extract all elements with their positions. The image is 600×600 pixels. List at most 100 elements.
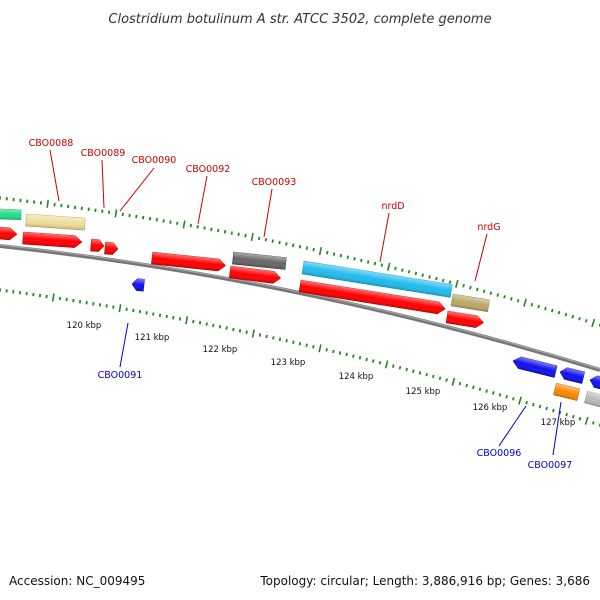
minor-tick: [25, 291, 28, 296]
minor-tick: [326, 250, 329, 255]
gene-arrow-blue[interactable]: [588, 374, 600, 392]
minor-tick: [445, 378, 448, 382]
kbp-label: 120 kbp: [67, 321, 102, 331]
gene-arrow-red[interactable]: [445, 310, 484, 329]
minor-tick: [285, 339, 288, 343]
minor-tick: [482, 289, 486, 294]
gene-feature-lightgray[interactable]: [584, 390, 600, 409]
gene-label-CBO0092[interactable]: CBO0092: [186, 164, 231, 175]
leader-line: [197, 175, 208, 225]
minor-tick: [245, 330, 248, 334]
minor-tick: [585, 319, 588, 323]
minor-tick: [53, 202, 56, 207]
minor-tick: [264, 238, 268, 242]
gene-arrow-red[interactable]: [104, 241, 119, 255]
gene-label-CBO0091[interactable]: CBO0091: [98, 370, 143, 381]
gene-arrow-blue-CBO0096[interactable]: [512, 355, 558, 378]
minor-tick: [223, 230, 227, 234]
minor-tick: [366, 260, 370, 264]
gene-arrow-red[interactable]: [22, 231, 83, 248]
minor-tick: [550, 308, 554, 313]
gene-arrow-blue-CBO0091[interactable]: [131, 278, 145, 292]
minor-tick: [325, 348, 328, 352]
minor-tick: [92, 302, 95, 306]
minor-tick: [544, 306, 547, 311]
minor-tick: [205, 322, 208, 326]
outer-tick-track: [0, 196, 600, 327]
minor-tick: [505, 394, 508, 399]
leader-line: [101, 159, 105, 209]
kbp-label: 126 kbp: [473, 403, 508, 413]
gene-arrow-blue[interactable]: [559, 366, 586, 384]
gene-label-CBO0096[interactable]: CBO0096: [477, 448, 522, 459]
minor-tick: [503, 295, 506, 299]
gene-label-nrdD[interactable]: nrdD: [381, 201, 404, 212]
minor-tick: [45, 294, 48, 299]
minor-tick: [225, 326, 228, 330]
minor-tick: [557, 310, 561, 315]
minor-tick: [65, 297, 68, 302]
gene-label-CBO0093[interactable]: CBO0093: [252, 177, 297, 188]
major-tick: [518, 396, 522, 405]
gene-feature-nrdD-cyan[interactable]: [301, 260, 453, 298]
gene-label-CBO0089[interactable]: CBO0089: [81, 148, 126, 159]
major-tick: [584, 416, 589, 425]
minor-tick: [258, 333, 262, 337]
minor-tick: [572, 414, 575, 419]
minor-tick: [394, 266, 397, 271]
minor-tick: [244, 233, 247, 238]
major-tick: [118, 304, 122, 313]
minor-tick: [169, 220, 172, 224]
major-tick: [386, 262, 391, 271]
leader-line: [119, 322, 129, 368]
gene-arrow-red[interactable]: [228, 265, 282, 284]
minor-tick: [271, 239, 274, 243]
minor-tick: [352, 354, 355, 358]
genome-backbone-highlight: [0, 244, 600, 370]
major-tick: [250, 232, 254, 242]
gene-label-CBO0097[interactable]: CBO0097: [528, 460, 573, 471]
kbp-label: 121 kbp: [135, 333, 170, 343]
minor-tick: [138, 309, 142, 314]
kbp-label: 125 kbp: [406, 387, 441, 397]
gene-feature-green[interactable]: [0, 208, 22, 220]
minor-tick: [498, 393, 502, 397]
minor-tick: [203, 226, 206, 230]
gene-arrow-red[interactable]: [90, 238, 105, 252]
kbp-label: 124 kbp: [339, 372, 374, 382]
minor-tick: [485, 389, 488, 393]
minor-tick: [98, 303, 102, 307]
minor-tick: [380, 263, 384, 267]
gene-arrow-red[interactable]: [0, 226, 18, 241]
minor-tick: [489, 291, 493, 295]
minor-tick: [198, 321, 202, 325]
minor-tick: [492, 391, 495, 395]
gene-feature-yellow[interactable]: [25, 213, 86, 231]
minor-tick: [469, 285, 472, 290]
minor-tick: [218, 325, 222, 329]
minor-tick: [132, 308, 135, 313]
minor-tick: [360, 258, 363, 263]
minor-tick: [510, 297, 513, 301]
gene-feature-gray[interactable]: [232, 251, 287, 270]
kbp-label: 127 kbp: [541, 418, 576, 428]
minor-tick: [530, 302, 534, 307]
major-tick: [523, 298, 527, 307]
map-title: Clostridium botulinum A str. ATCC 3502, …: [108, 12, 491, 27]
minor-tick: [448, 280, 452, 284]
minor-tick: [432, 374, 435, 379]
gene-feature-nrdG-olive[interactable]: [450, 293, 490, 313]
minor-tick: [112, 305, 115, 309]
gene-arrow-red[interactable]: [298, 279, 446, 315]
gene-features: [0, 208, 600, 409]
minor-tick: [178, 317, 182, 321]
gene-arrow-red[interactable]: [151, 251, 226, 272]
gene-label-CBO0088[interactable]: CBO0088: [29, 138, 74, 149]
minor-tick: [158, 313, 162, 317]
gene-feature-orange-CBO0097[interactable]: [553, 382, 581, 401]
minor-tick: [165, 314, 168, 319]
gene-label-CBO0090[interactable]: CBO0090: [132, 155, 177, 166]
minor-tick: [125, 307, 128, 312]
gene-label-nrdG[interactable]: nrdG: [477, 222, 500, 233]
